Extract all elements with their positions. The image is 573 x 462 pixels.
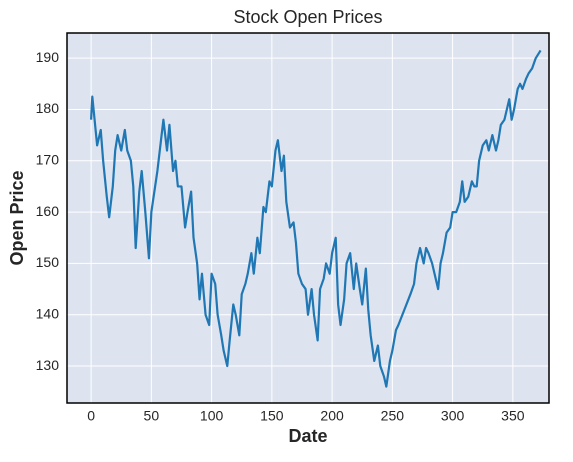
y-tick-label: 130 bbox=[36, 357, 60, 373]
x-tick-label: 300 bbox=[441, 408, 465, 424]
x-tick-label: 250 bbox=[381, 408, 405, 424]
y-axis-label: Open Price bbox=[7, 170, 27, 265]
x-tick-label: 150 bbox=[260, 408, 284, 424]
x-tick-label: 0 bbox=[87, 408, 95, 424]
y-tick-label: 190 bbox=[36, 49, 60, 65]
x-tick-label: 100 bbox=[200, 408, 224, 424]
plot-frame bbox=[66, 32, 550, 404]
x-tick-label: 200 bbox=[320, 408, 344, 424]
y-tick-label: 150 bbox=[36, 254, 60, 270]
chart-title: Stock Open Prices bbox=[233, 7, 382, 27]
plot-background bbox=[67, 33, 549, 403]
x-tick-label: 350 bbox=[501, 408, 525, 424]
y-tick-label: 170 bbox=[36, 151, 60, 167]
y-tick-label: 160 bbox=[36, 203, 60, 219]
x-axis-label: Date bbox=[288, 426, 327, 446]
y-tick-label: 140 bbox=[36, 305, 60, 321]
data-line bbox=[90, 49, 542, 388]
y-tick-label: 180 bbox=[36, 100, 60, 116]
x-tick-label: 50 bbox=[144, 408, 160, 424]
